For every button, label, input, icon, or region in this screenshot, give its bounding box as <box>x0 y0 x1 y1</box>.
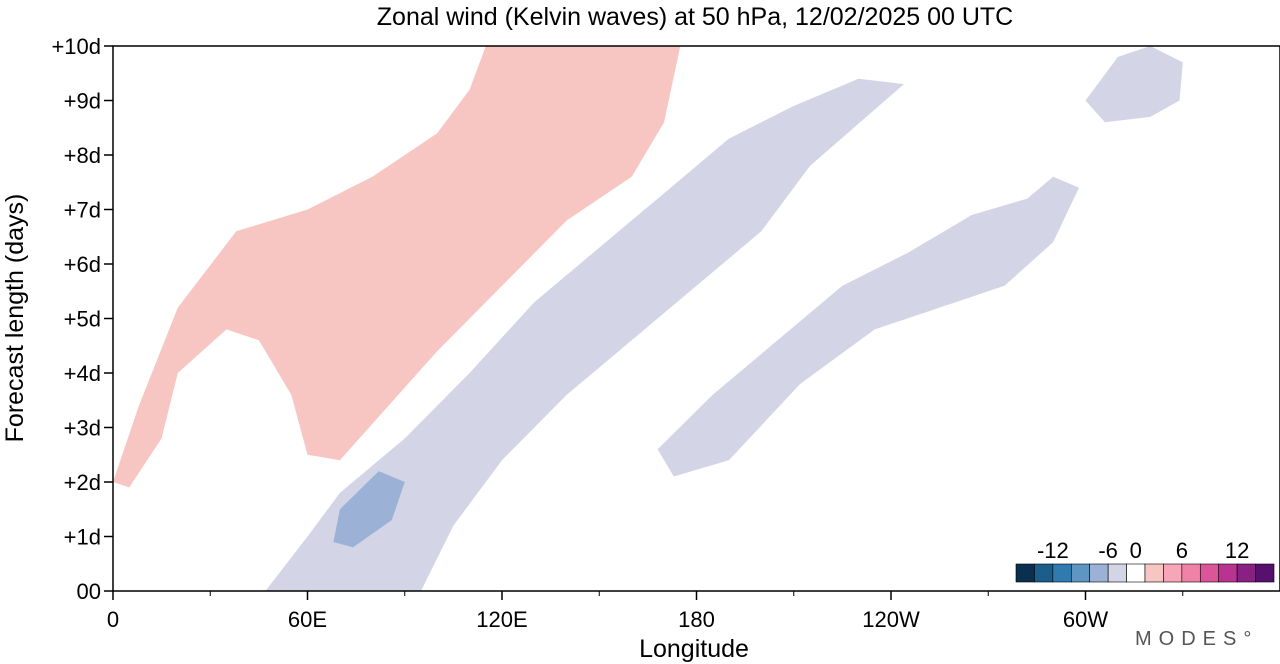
colorbar-swatch <box>1015 563 1035 583</box>
contour-region-positive <box>113 46 681 488</box>
y-tick-label: +4d <box>64 361 101 386</box>
colorbar: -12 -6 0 6 12 <box>1015 538 1275 583</box>
y-tick-label: +3d <box>64 416 101 441</box>
colorbar-swatch <box>1107 563 1127 583</box>
y-tick-label: +1d <box>64 525 101 550</box>
contour-region-negative <box>265 78 904 591</box>
x-tick-label: 120W <box>862 607 920 632</box>
plot-area <box>112 45 1280 592</box>
colorbar-swatch <box>1236 563 1256 583</box>
y-axis-title: Forecast length (days) <box>1 194 29 443</box>
colorbar-label: -6 <box>1098 538 1118 563</box>
y-tick-label: +9d <box>64 89 101 114</box>
colorbar-swatch <box>1163 563 1183 583</box>
colorbar-swatch <box>1034 563 1054 583</box>
colorbar-label: -12 <box>1037 538 1069 563</box>
y-tick-label: +5d <box>64 307 101 332</box>
colorbar-label: 6 <box>1176 538 1188 563</box>
colorbar-swatch <box>1052 563 1072 583</box>
y-axis: 00 +1d +2d +3d +4d +5d +6d +7d +8d +9d +10d <box>51 34 113 604</box>
contour-layer <box>113 46 1183 591</box>
colorbar-swatch <box>1144 563 1164 583</box>
colorbar-swatch <box>1199 563 1220 583</box>
x-tick-label: 60W <box>1063 607 1108 632</box>
y-tick-label: +8d <box>64 143 101 168</box>
y-tick-label: 00 <box>77 579 101 604</box>
contour-region-negative <box>333 471 405 548</box>
contour-region-negative <box>1085 46 1183 123</box>
colorbar-swatch <box>1255 563 1275 583</box>
x-tick-label: 0 <box>107 607 119 632</box>
contour-region-negative <box>657 176 1079 477</box>
colorbar-swatch <box>1070 563 1091 583</box>
colorbar-swatch <box>1126 563 1146 583</box>
x-axis-title: Longitude <box>639 635 749 663</box>
colorbar-label: 0 <box>1130 538 1142 563</box>
y-tick-label: +10d <box>51 34 101 59</box>
y-tick-label: +2d <box>64 470 101 495</box>
chart-title: Zonal wind (Kelvin waves) at 50 hPa, 12/… <box>377 3 1013 31</box>
colorbar-swatch <box>1089 563 1109 583</box>
y-tick-label: +7d <box>64 198 101 223</box>
colorbar-swatch <box>1218 563 1238 583</box>
x-tick-label: 180 <box>678 607 715 632</box>
y-tick-label: +6d <box>64 252 101 277</box>
x-tick-label: 60E <box>288 607 327 632</box>
x-axis: 0 60E 120E 180 120W 60W <box>107 591 1184 632</box>
colorbar-label: 12 <box>1225 538 1249 563</box>
modes-logo: MODES° <box>1135 628 1258 650</box>
x-tick-label: 120E <box>476 607 527 632</box>
colorbar-swatch <box>1181 563 1201 583</box>
